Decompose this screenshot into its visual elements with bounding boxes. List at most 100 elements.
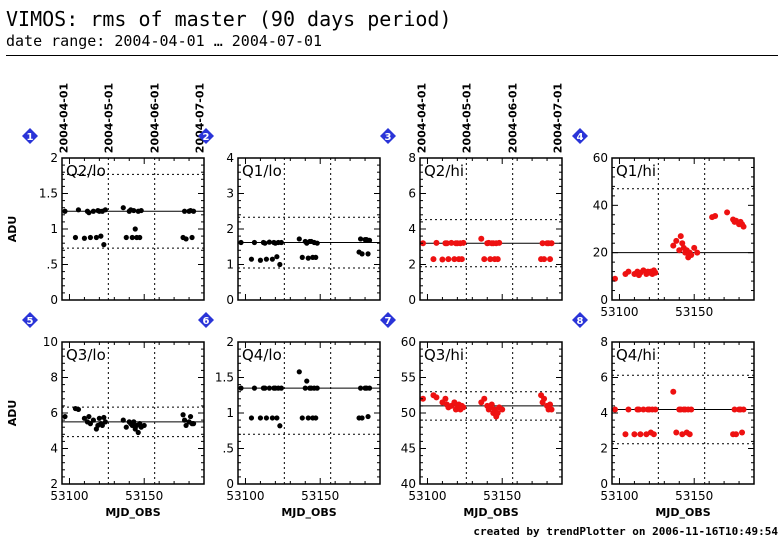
top-date-label: 2004-06-01 xyxy=(149,83,162,153)
top-date-label: 2004-04-01 xyxy=(57,83,70,153)
y-tick-label: 20 xyxy=(593,246,608,260)
panel-label: Q4/lo xyxy=(242,346,282,364)
data-point xyxy=(93,234,99,241)
data-point xyxy=(262,240,268,246)
data-point xyxy=(277,423,283,429)
x-tick-label: 53150 xyxy=(483,489,521,503)
panel-8: 0 2 4 6 8 53100 53150 Q4/hi 8 MJD_OBS xyxy=(572,312,755,519)
y-tick-label: 1 xyxy=(226,258,234,272)
panel-label: Q3/hi xyxy=(424,346,464,364)
x-axis-label: MJD_OBS xyxy=(463,506,518,519)
y-tick-label: 60 xyxy=(401,335,416,349)
data-point xyxy=(314,385,320,391)
data-point xyxy=(75,406,82,413)
data-point xyxy=(305,415,311,421)
plot-frame xyxy=(611,157,755,301)
data-point xyxy=(123,424,129,430)
x-tick-label: 53150 xyxy=(125,489,163,503)
data-point xyxy=(183,236,189,242)
data-point xyxy=(101,242,107,248)
data-point xyxy=(494,256,501,263)
data-point xyxy=(187,413,194,420)
data-point xyxy=(257,257,264,263)
y-tick-label: 3 xyxy=(226,187,234,201)
data-point xyxy=(299,415,305,421)
data-point xyxy=(357,236,364,242)
x-tick-label: 53100 xyxy=(50,489,88,503)
footer-credit: created by trendPlotter on 2006-11-16T10… xyxy=(473,525,778,538)
y-tick-label: 6 xyxy=(50,406,58,420)
data-point xyxy=(135,429,141,436)
data-point xyxy=(138,207,144,214)
badge-number: 2 xyxy=(203,132,210,143)
data-point xyxy=(499,406,506,413)
data-point xyxy=(460,404,467,411)
data-point xyxy=(611,406,618,413)
x-tick-label: 53150 xyxy=(301,489,339,503)
data-point xyxy=(631,431,638,438)
data-point xyxy=(433,239,440,246)
panel-label: Q2/lo xyxy=(66,162,106,180)
data-point xyxy=(548,240,555,247)
data-point xyxy=(131,207,137,214)
badge-number: 5 xyxy=(27,316,34,327)
data-point xyxy=(494,410,501,416)
data-point xyxy=(180,412,186,418)
data-point xyxy=(183,422,189,429)
data-point xyxy=(274,415,280,421)
top-date-label: 2004-04-01 xyxy=(415,83,428,153)
data-point xyxy=(190,208,197,214)
panel-1: 0 .5 1 1.5 2 Q2/lo 1 ADU 2004-04-01 2004-05-01 200… xyxy=(6,83,207,307)
data-point xyxy=(296,236,302,242)
data-point xyxy=(625,406,632,413)
data-point xyxy=(101,414,107,421)
data-point xyxy=(90,208,96,214)
data-point xyxy=(313,254,319,260)
title-divider xyxy=(6,55,778,56)
data-point xyxy=(90,417,96,423)
data-point xyxy=(740,223,747,230)
data-point xyxy=(359,415,365,421)
data-point xyxy=(120,205,126,211)
panel-label: Q4/hi xyxy=(616,346,656,364)
data-point xyxy=(75,207,82,213)
data-point xyxy=(81,235,88,241)
data-point xyxy=(129,234,135,241)
data-point xyxy=(443,240,450,247)
badge-number: 1 xyxy=(27,132,34,143)
diamond-number-badge-icon xyxy=(198,128,214,144)
y-tick-label: 2 xyxy=(226,335,234,349)
y-tick-label: 4 xyxy=(50,442,58,456)
data-point xyxy=(181,208,188,214)
y-tick-label: 50 xyxy=(401,406,416,420)
data-point xyxy=(677,233,684,240)
y-tick-label: 10 xyxy=(43,335,58,349)
data-point xyxy=(652,269,659,276)
page-subtitle: date range: 2004-04-01 … 2004-07-01 xyxy=(6,32,323,50)
diamond-number-badge-icon xyxy=(572,128,588,144)
data-point xyxy=(688,252,695,259)
data-point xyxy=(359,251,365,257)
data-point xyxy=(357,385,364,391)
data-point xyxy=(676,247,683,254)
y-tick-label: 4 xyxy=(408,222,416,236)
data-point xyxy=(625,268,632,275)
y-tick-label: .5 xyxy=(47,258,58,272)
y-tick-label: 55 xyxy=(401,371,416,385)
data-point xyxy=(366,385,373,391)
data-point xyxy=(673,429,680,436)
badge-number: 3 xyxy=(385,132,392,143)
data-point xyxy=(637,431,644,438)
data-point xyxy=(278,239,284,246)
data-point xyxy=(496,239,503,246)
data-point xyxy=(433,394,440,401)
data-point xyxy=(189,234,195,241)
y-tick-label: 4 xyxy=(600,406,608,420)
data-point xyxy=(679,240,686,247)
data-point xyxy=(481,256,488,263)
data-point xyxy=(688,406,695,413)
data-point xyxy=(712,212,719,219)
panel-2: 0 1 2 3 4 Q1/lo 2 xyxy=(198,128,381,307)
data-point xyxy=(458,256,465,263)
data-point xyxy=(87,234,93,241)
